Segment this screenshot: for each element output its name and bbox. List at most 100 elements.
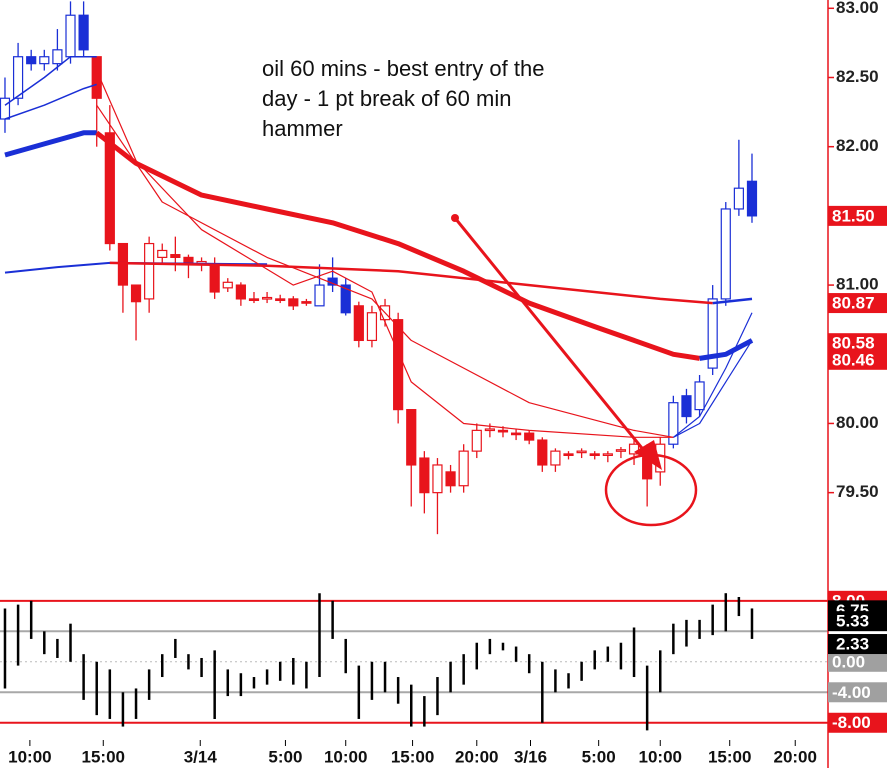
highlight-circle [604,453,698,527]
candle-body [510,432,522,436]
candle-body [235,284,246,300]
candle-body [275,298,286,302]
price-tag [828,205,887,226]
price-tag-label: 80.87 [832,294,875,313]
candle-body [497,429,509,433]
x-tick-label: 5:00 [268,747,302,766]
indicator-line [96,104,674,438]
candle-body [65,14,76,58]
candle-body [314,284,325,307]
x-tick-label: 10:00 [639,747,682,766]
candle-body [209,263,220,293]
candle-body [353,305,364,342]
price-tag-label: 81.50 [832,206,875,225]
price-tag [828,293,887,314]
candle-body [78,14,89,51]
candle-body [366,312,378,342]
candle-body [445,471,456,487]
indicator-line [673,312,753,438]
y2-tick-label: -4.00 [832,683,871,702]
candle-body [563,453,574,456]
y2-tick-label: -8.00 [832,713,871,732]
candle-body [694,381,705,411]
annotation: oil 60 mins - best entry of the day - 1 … [262,56,544,141]
candle-body [524,432,535,441]
candle-body [471,429,482,452]
y-tick-label: 82.50 [836,67,879,86]
y-tick-label: 79.50 [836,482,879,501]
candle-body [615,449,627,452]
candle-body [39,56,50,65]
annotation-line: oil 60 mins - best entry of the [262,56,544,81]
y2-tick-box [828,682,887,703]
candle-body [537,439,548,466]
candle-body [91,56,102,99]
candle-body [733,187,744,210]
candle-body [707,298,718,369]
candle-body [301,301,312,304]
x-tick-label: 15:00 [82,747,125,766]
candle-body [222,281,233,289]
candle-body [52,49,63,65]
candle-body [406,409,417,466]
candle-body [130,284,142,303]
indicator-line [109,261,713,305]
osc-tag-label: 2.33 [836,635,869,654]
indicator-line [699,338,754,361]
candle-body [681,395,692,418]
osc-tag-label: 5.33 [836,612,869,631]
price-tag-label: 80.46 [832,350,875,369]
price-tag [828,333,887,354]
indicator-line [673,340,753,438]
candle-body [602,453,613,456]
x-tick-label: 15:00 [708,747,751,766]
y-tick-label: 83.00 [836,0,879,17]
y-tick-label: 80.00 [836,413,879,432]
price-tag [828,349,887,370]
x-tick-label: 3/14 [184,747,218,766]
x-tick-label: 10:00 [324,747,367,766]
x-tick-label: 10:00 [8,747,51,766]
candle-body [0,97,11,120]
indicator-line [4,130,97,158]
candle-body [746,180,758,217]
x-tick-label: 20:00 [773,747,816,766]
indicator-line [4,83,97,120]
candle-body [104,132,115,245]
candle-body [144,242,155,300]
candle-body [432,464,443,494]
candle-body [248,298,260,302]
candle-body [576,450,587,454]
annotation-line: day - 1 pt break of 60 min [262,86,511,111]
candle-body [12,56,24,99]
y-tick-label: 81.00 [836,275,879,294]
candle-body [458,450,469,487]
osc-tag [828,634,887,655]
x-tick-label: 15:00 [391,747,434,766]
indicator-line [95,130,700,361]
candle-body [720,208,731,300]
candle-body [628,443,640,455]
y2-tick-label: 0.00 [832,652,865,671]
x-tick-label: 5:00 [582,747,616,766]
indicator-line [96,70,674,438]
price-tag-label: 80.58 [832,334,875,353]
candle-body [419,457,430,494]
candle-body [589,453,600,456]
indicator-line [712,297,753,305]
candle-body [340,284,351,314]
candle-body [261,296,273,300]
candle-body [668,402,679,445]
annotation-line: hammer [262,116,343,141]
y2-tick-box [828,712,887,733]
x-tick-label: 3/16 [514,747,547,766]
osc-tag [828,611,887,632]
candle-body [26,56,37,65]
candle-body [393,319,404,411]
candle-body [170,254,181,258]
x-tick-label: 20:00 [455,747,498,766]
arrow [453,217,652,459]
